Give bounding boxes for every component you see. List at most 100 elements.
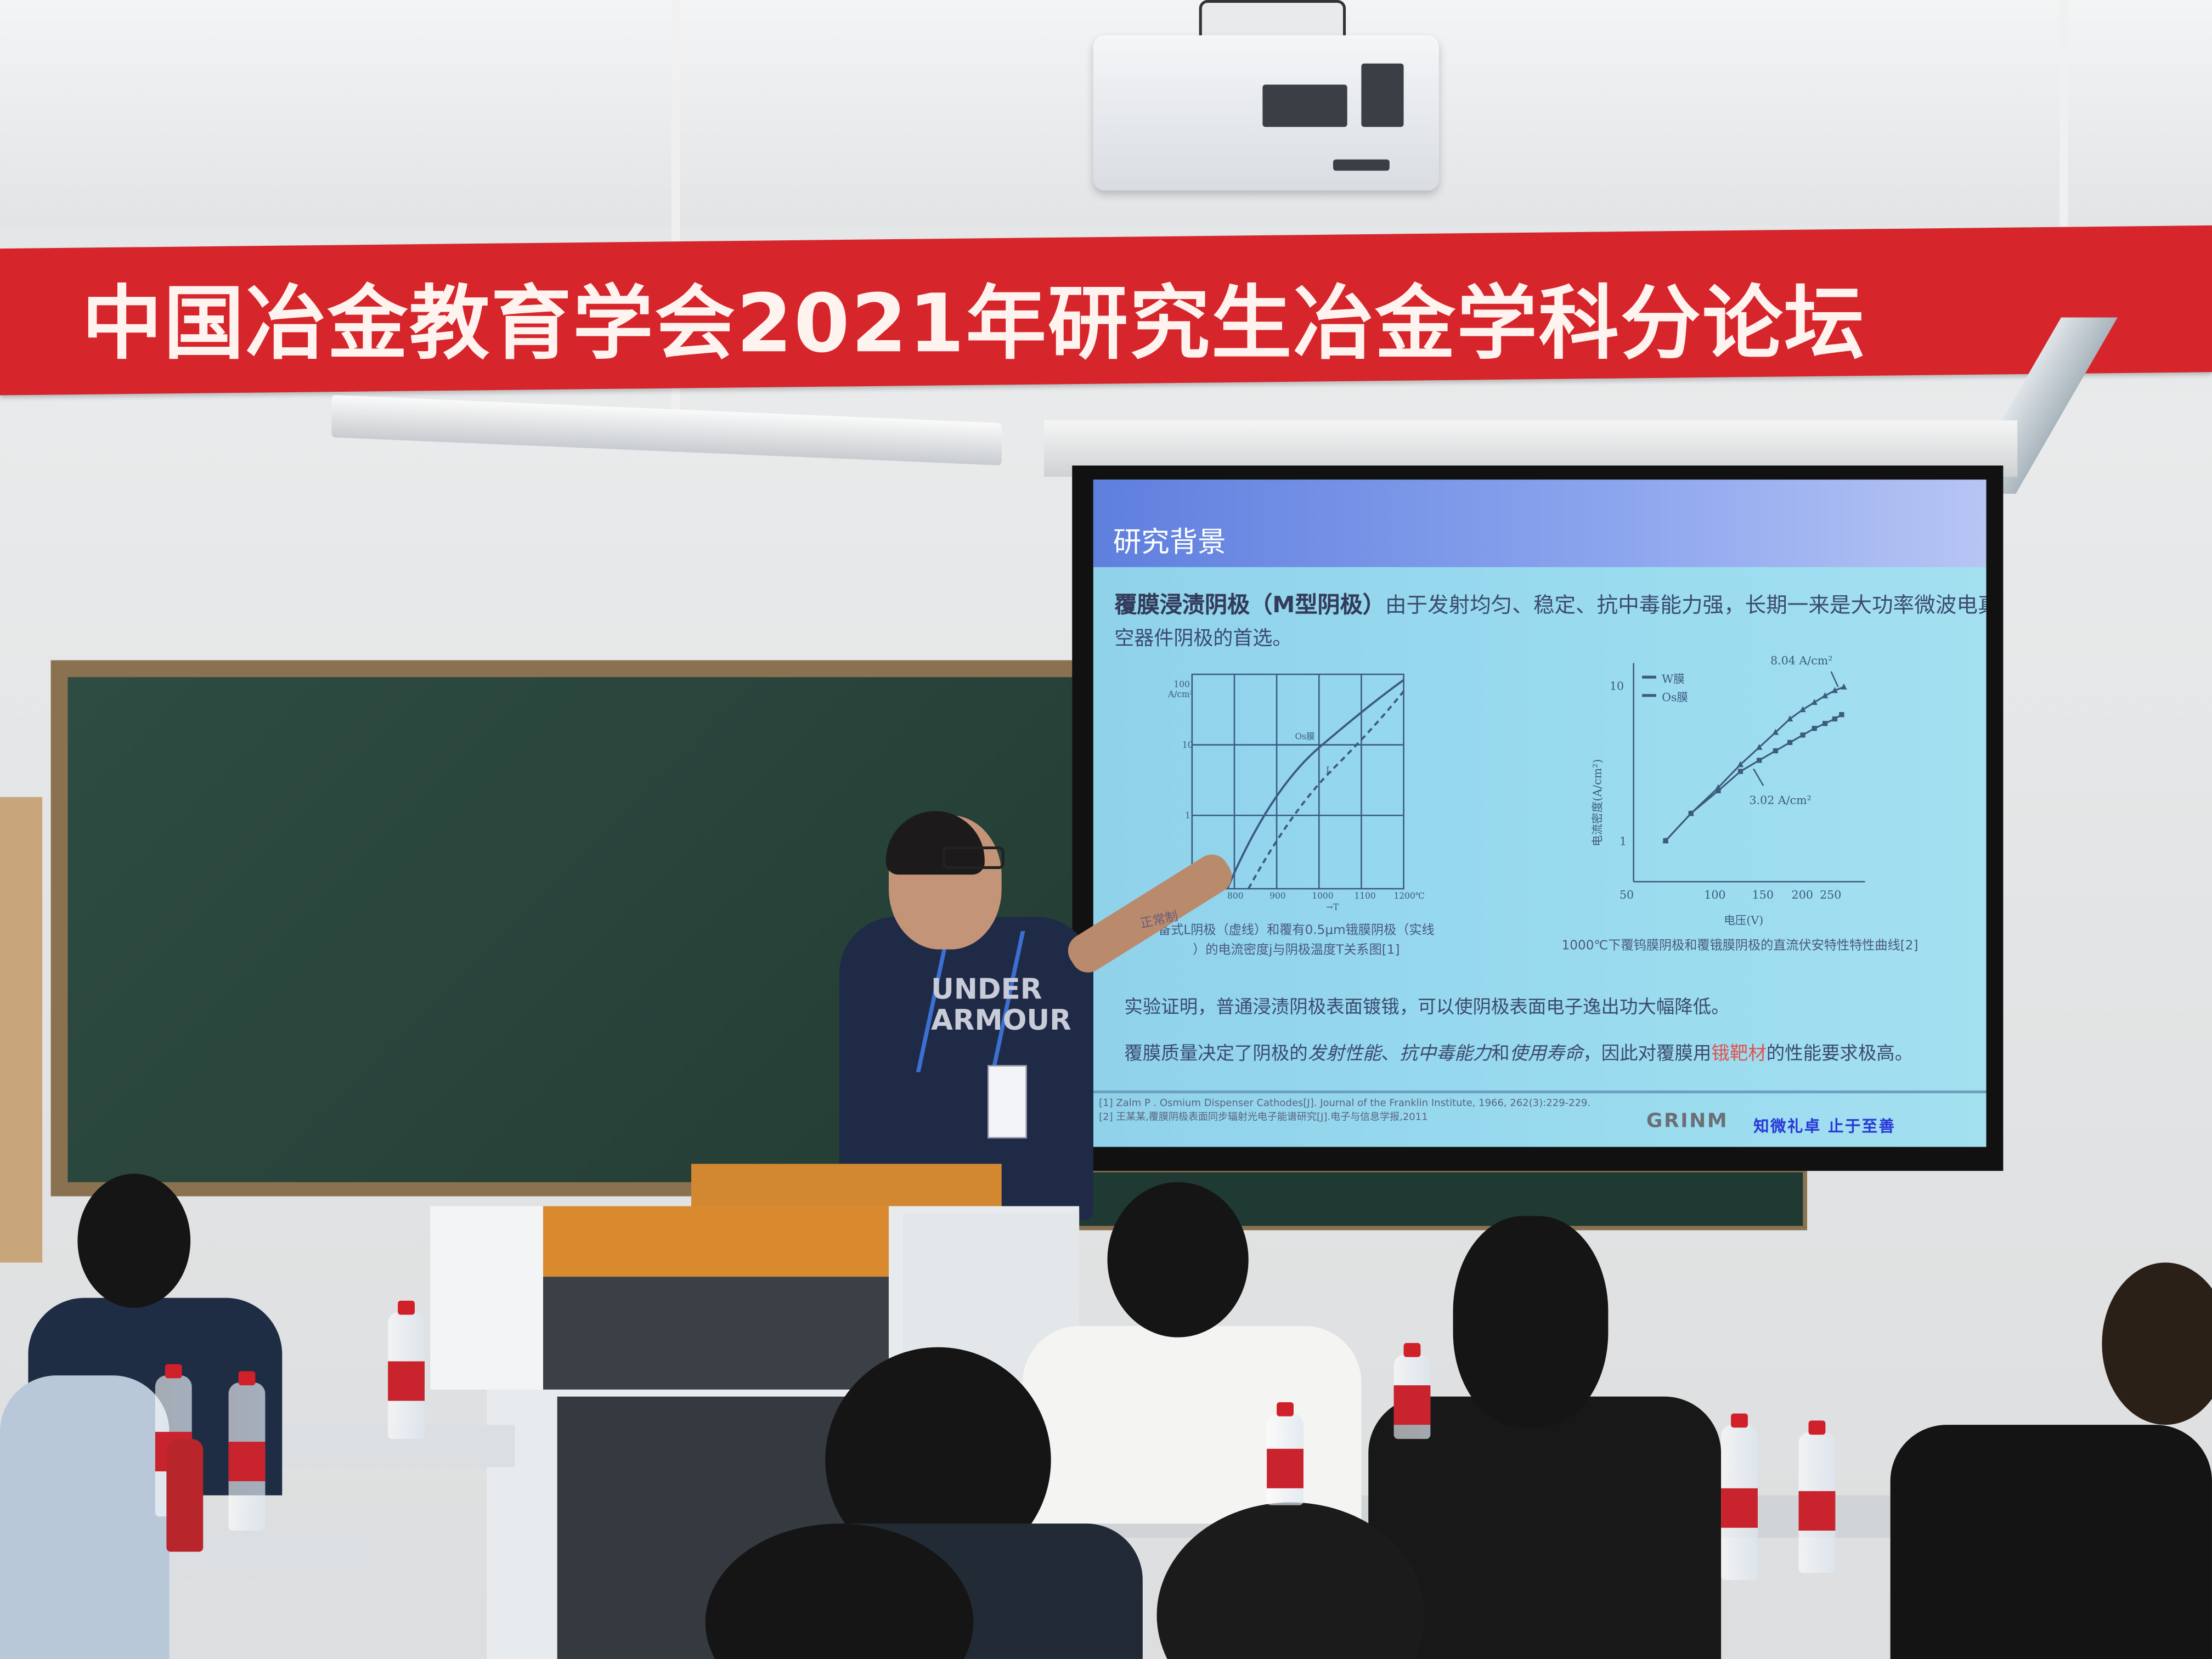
y-tick: 1 [1185,810,1190,820]
bold-term: 覆膜浸渍阴极（M型阴极） [1114,591,1385,618]
data-point [1772,729,1779,735]
text-run: 、 [1381,1043,1400,1065]
curve-label: Os膜 [1295,731,1315,741]
divider [1093,1090,1987,1093]
data-point [1773,748,1779,754]
left-chart [1191,673,1405,890]
audience-member [0,1375,170,1659]
podium-panel [543,1277,889,1390]
data-point [1756,743,1763,750]
caption-line: ）的电流密度j与阴极温度T关系图[1] [1193,944,1400,958]
left-chart-frame [1191,673,1404,890]
y-tick: 1 [1620,834,1627,848]
presentation-slide: 研究背景 覆膜浸渍阴极（M型阴极）由于发射均匀、稳定、抗中毒能力强，长期一来是大… [1093,479,1987,1147]
data-point [1662,837,1669,844]
curve-label: L [1326,765,1331,775]
projector-vent [1333,159,1390,171]
text-run: 和 [1491,1043,1510,1065]
x-axis-label: 电压(V) [1724,913,1763,927]
data-point [1737,761,1744,768]
data-point [1787,740,1793,746]
annotation: 3.02 A/cm² [1750,794,1812,807]
x-tick: 800 [1227,891,1243,901]
data-point [1821,692,1829,698]
audience-head [1453,1216,1609,1428]
water-bottle [1798,1420,1836,1573]
data-point [1822,721,1828,726]
podium-panel [543,1206,889,1277]
x-tick: 1200℃ [1394,891,1425,901]
y-tick: 10 [1182,740,1193,750]
projector-port [1262,84,1347,127]
thermos [166,1438,204,1552]
audience-member [1890,1425,2212,1659]
text-run: 覆膜质量决定了阴极的 [1124,1043,1308,1065]
reference: [2] 王某某,覆膜阴极表面同步辐射光电子能谱研究[J].电子与信息学报,201… [1099,1111,1428,1123]
text-run: 抗中毒能力 [1399,1043,1492,1065]
slide-paragraph: 覆膜质量决定了阴极的发射性能、抗中毒能力和使用寿命，因此对覆膜用锇靶材的性能要求… [1124,1039,1913,1065]
series-line [1664,714,1842,842]
x-tick: 900 [1269,891,1285,901]
right-chart: 50 100 150 200 250 1 10 电压(V) 电流密度(A/cm²… [1591,654,1865,927]
audience-head [2102,1262,2212,1425]
x-tick: 1100 [1355,891,1376,901]
os-film-curve [1226,679,1404,889]
door [0,797,43,1263]
data-point [1800,732,1805,738]
text-run: 的性能要求极高。 [1766,1043,1914,1065]
slide-title: 研究背景 [1113,524,1226,559]
reference: [1] Zalm P . Osmium Dispenser Cathodes[J… [1099,1097,1591,1109]
y-axis-label: 电流密度(A/cm²) [1591,759,1604,846]
water-bottle [388,1300,425,1439]
shirt-text-line: UNDER [931,972,1042,1006]
shirt-logo-text: UNDER ARMOUR [931,973,1071,1035]
audience-member [1023,1326,1362,1524]
x-tick: 250 [1820,888,1841,901]
y-unit: A/cm² [1167,689,1193,699]
data-point [1757,758,1762,763]
audience-head [1107,1182,1249,1338]
name-badge [987,1065,1027,1139]
legend-entry: Os膜 [1662,691,1688,704]
paragraph-text: 空器件阴极的首选。 [1114,628,1293,651]
data-point [1811,698,1818,705]
data-point [1786,715,1793,722]
annotation: 8.04 A/cm² [1770,654,1832,667]
text-run: ，因此对覆膜用 [1583,1043,1712,1065]
data-point [1715,784,1722,791]
motto: 知微礼卓 止于至善 [1753,1117,1896,1136]
audience-member [1368,1396,1722,1659]
water-bottle [1721,1413,1758,1580]
l-cathode-curve [1247,690,1405,889]
ceiling-projector [1093,35,1439,191]
data-point [1716,788,1721,794]
data-point [1839,712,1844,718]
water-bottle [228,1371,266,1531]
annotation-arrow [1753,768,1764,786]
x-tick: 150 [1752,888,1774,901]
paragraph-text: 由于发射均匀、稳定、抗中毒能力强，长期一来是大功率微波电真 [1385,592,1987,618]
y-tick: 100 [1173,679,1189,689]
projector-port [1361,63,1404,127]
water-bottle [1393,1342,1431,1439]
shirt-text-line: ARMOUR [931,1003,1071,1037]
y-tick: 10 [1610,679,1624,692]
x-arrow-label: →T [1326,902,1339,912]
right-figure-caption: 1000℃下覆钨膜阴极和覆锇膜阴极的直流伏安特性特性曲线[2] [1561,939,1918,954]
data-point [1831,687,1838,693]
data-point [1737,769,1743,774]
data-point [1688,810,1694,816]
data-point [1841,683,1847,690]
legend-entry: W膜 [1662,673,1685,686]
left-figure-caption: 备式L阴极（虚线）和覆有0.5μm锇膜阴极（实线 ）的电流密度j与阴极温度T关系图… [1158,921,1435,961]
data-point [1832,716,1838,722]
legend-marker-os [1642,694,1656,697]
references: [1] Zalm P . Osmium Dispenser Cathodes[J… [1099,1096,1590,1124]
glasses [942,846,1005,869]
podium-speaker [430,1206,543,1390]
text-run: 使用寿命 [1509,1043,1583,1065]
x-tick: 1000 [1312,891,1333,901]
series-line [1664,686,1844,842]
